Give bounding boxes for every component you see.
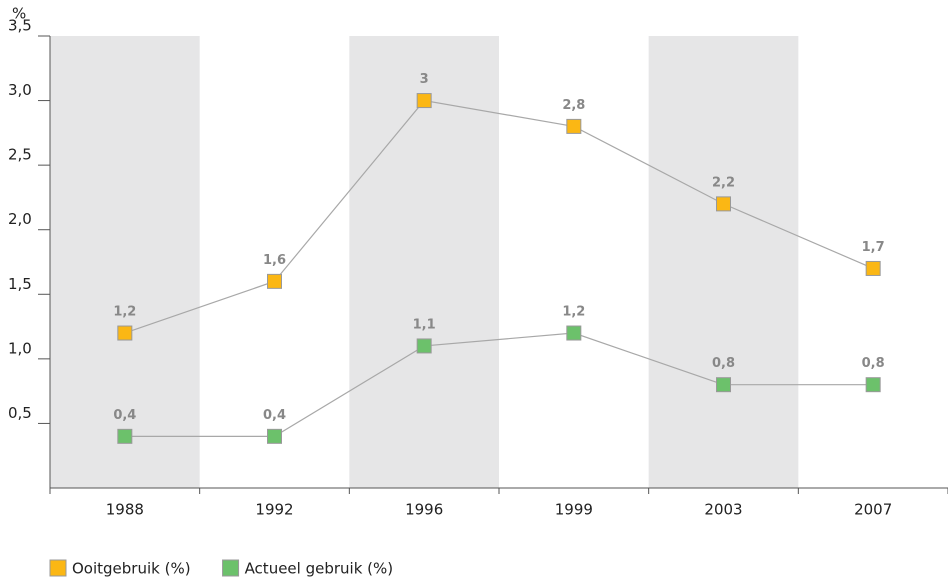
value-label: 1,6	[263, 253, 286, 268]
point-marker	[716, 377, 731, 393]
point-marker	[416, 93, 432, 109]
legend-label: Actueel gebruik (%)	[245, 560, 394, 578]
y-tick-label: 2,5	[8, 146, 32, 164]
point-marker	[267, 428, 282, 444]
value-label: 3	[420, 72, 429, 87]
value-label: 2,8	[562, 98, 585, 113]
value-label: 0,8	[862, 356, 885, 371]
y-axis-label: %	[12, 5, 26, 23]
legend-swatch	[49, 559, 67, 577]
legend-label: Ooitgebruik (%)	[72, 560, 191, 578]
value-label: 0,8	[712, 356, 735, 371]
point-marker	[117, 325, 133, 341]
x-tick-label: 1992	[255, 501, 293, 519]
x-tick-label: 1996	[405, 501, 443, 519]
value-label: 1,1	[413, 317, 436, 332]
point-marker	[566, 325, 582, 341]
y-tick-label: 1,5	[8, 275, 32, 293]
series-line	[124, 332, 874, 437]
y-tick-label: 0,5	[8, 404, 32, 422]
point-marker	[117, 428, 133, 444]
band-shade	[648, 36, 799, 488]
y-tick-label: 3,5	[8, 17, 32, 35]
y-tick-label: 2,0	[8, 210, 32, 228]
series-line	[124, 99, 874, 334]
point-marker	[267, 273, 282, 289]
value-label: 2,2	[712, 175, 735, 190]
x-tick-label: 1988	[106, 501, 144, 519]
value-label: 1,2	[113, 305, 136, 320]
band-shade	[50, 36, 200, 488]
point-marker	[566, 118, 582, 134]
y-tick-label: 3,0	[8, 81, 32, 99]
point-marker	[416, 338, 432, 354]
point-marker	[865, 260, 881, 276]
value-label: 0,4	[113, 408, 136, 423]
value-label: 1,7	[862, 240, 885, 255]
x-tick-label: 2003	[704, 501, 742, 519]
value-label: 1,2	[562, 305, 585, 320]
value-label: 0,4	[263, 408, 286, 423]
x-tick-label: 2007	[854, 501, 892, 519]
point-marker	[865, 377, 881, 393]
band-shade	[349, 36, 499, 488]
y-tick-label: 1,0	[8, 339, 32, 357]
point-marker	[716, 196, 731, 212]
x-tick-label: 1999	[555, 501, 593, 519]
legend-swatch	[222, 559, 240, 577]
